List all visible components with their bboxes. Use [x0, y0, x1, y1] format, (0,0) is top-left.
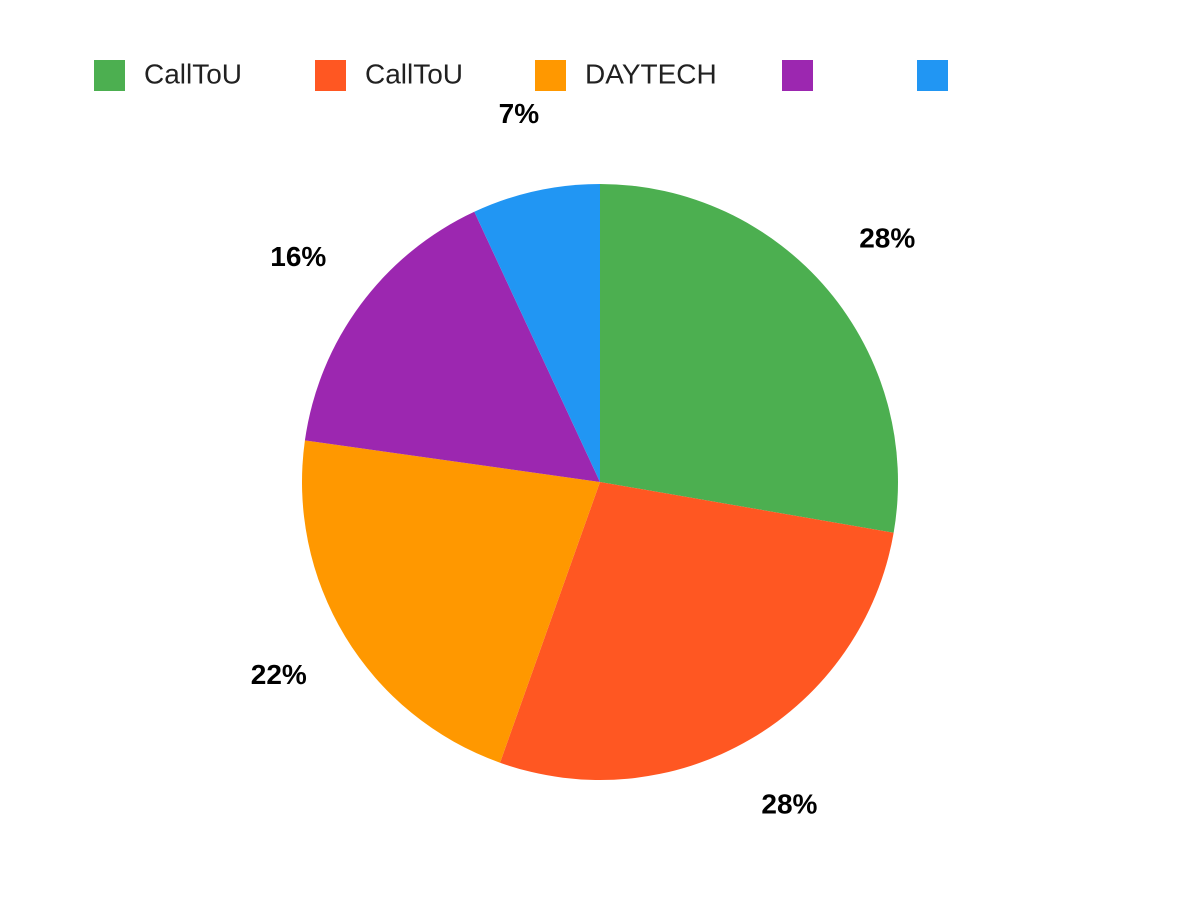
value-label: 7% — [499, 98, 540, 129]
value-label: 28% — [859, 223, 915, 254]
pie-slice — [600, 184, 898, 533]
pie-slice — [500, 482, 894, 780]
legend-swatch — [917, 60, 948, 91]
value-label: 16% — [270, 241, 326, 272]
legend-text: CallToU — [144, 58, 242, 89]
legend-swatch — [94, 60, 125, 91]
legend-swatch — [535, 60, 566, 91]
pie-slice — [302, 440, 600, 763]
value-label: 22% — [251, 659, 307, 690]
legend-swatch — [782, 60, 813, 91]
legend-text: CallToU — [365, 58, 463, 89]
pie-slice — [304, 211, 600, 482]
legend-text: DAYTECH — [585, 58, 717, 89]
value-label: 28% — [761, 789, 817, 820]
legend-swatch — [315, 60, 346, 91]
pie-slice — [474, 184, 600, 482]
